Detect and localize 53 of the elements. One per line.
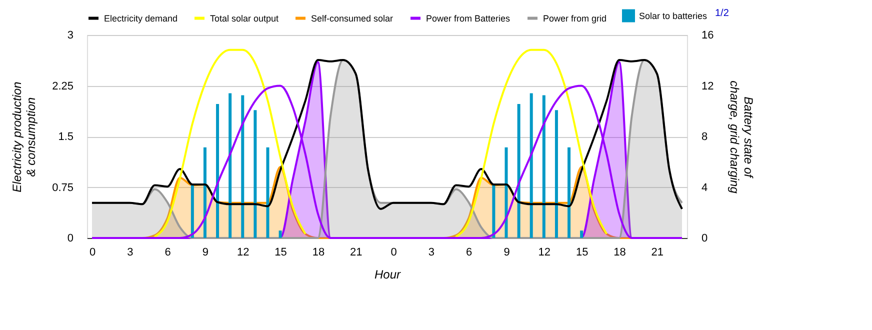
- bar: [241, 95, 244, 238]
- x-tick-label: 9: [504, 246, 510, 258]
- bar: [278, 230, 282, 238]
- x-axis-title: Hour: [374, 268, 402, 282]
- x-tick-label: 3: [127, 246, 134, 258]
- x-tick-label: 3: [428, 246, 434, 258]
- x-tick-label: 12: [237, 246, 250, 258]
- y-axis-title: Electricity production & consumption: [10, 81, 38, 192]
- bar: [568, 147, 571, 238]
- x-tick-label: 0: [89, 246, 96, 258]
- x-tick-label: 18: [312, 246, 325, 258]
- bar: [554, 110, 558, 238]
- x-tick-label: 18: [614, 246, 626, 258]
- x-tick-label: 21: [651, 246, 664, 258]
- legend-label: Power from Batteries: [426, 13, 511, 24]
- y2-tick-label: 4: [702, 182, 708, 194]
- x-tick-label: 15: [274, 246, 287, 258]
- x-tick-label: 15: [576, 246, 588, 258]
- text: 1/2: [715, 8, 730, 19]
- bar: [190, 184, 194, 238]
- y-tick-label: 0.75: [52, 182, 74, 194]
- bar: [580, 230, 584, 238]
- y-tick-label: 0: [67, 232, 74, 244]
- legend-label: Solar to batteries: [639, 10, 708, 21]
- x-tick-label: 6: [164, 246, 171, 258]
- bar: [266, 147, 270, 238]
- y-tick-label: 3: [67, 30, 74, 42]
- legend-label: Self-consumed solar: [311, 13, 394, 24]
- x-tick-label: 12: [538, 246, 551, 258]
- legend-label: Power from grid: [543, 13, 607, 24]
- bar: [530, 93, 533, 238]
- x-tick-label: 0: [390, 246, 397, 258]
- line-series: [91, 59, 683, 210]
- bar: [254, 110, 257, 238]
- y2-axis-title: Battery state of charge, grid charging: [728, 80, 756, 194]
- bar: [216, 104, 220, 238]
- y-tick-label: 1.5: [58, 131, 74, 143]
- bar: [517, 104, 520, 238]
- bar: [542, 95, 546, 238]
- legend-label: Electricity demand: [104, 13, 178, 24]
- x-tick-label: 9: [202, 246, 209, 258]
- bar: [504, 147, 508, 238]
- x-tick-label: 21: [350, 246, 362, 258]
- x-tick-label: 6: [466, 246, 472, 258]
- y-tick-label: 2.25: [52, 80, 74, 92]
- y2-tick-label: 16: [702, 30, 714, 42]
- y2-tick-label: 12: [702, 80, 714, 92]
- legend-label: Total solar output: [210, 13, 280, 24]
- bar: [492, 184, 496, 238]
- bar: [228, 93, 232, 238]
- y2-tick-label: 0: [702, 232, 708, 244]
- bar: [203, 147, 206, 238]
- y2-tick-label: 8: [702, 131, 708, 143]
